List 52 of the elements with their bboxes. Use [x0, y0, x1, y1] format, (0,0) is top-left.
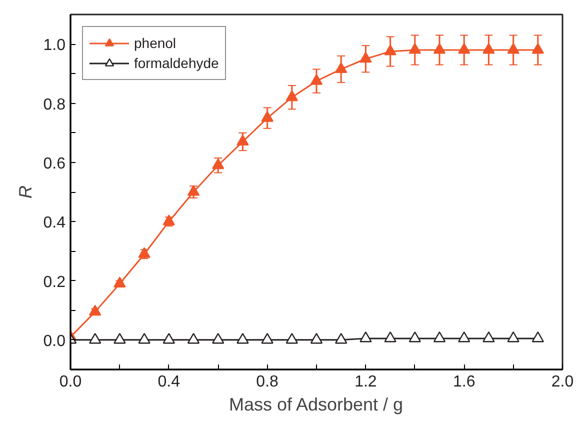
y-tick-label: 0.6 [43, 155, 66, 172]
point [286, 332, 298, 344]
point [89, 332, 102, 344]
y-tick-label: 1.0 [43, 37, 66, 54]
x-tick-label: 0.4 [158, 374, 180, 390]
point [384, 44, 396, 56]
x-tick-label: 1.2 [354, 374, 377, 390]
point [384, 331, 396, 342]
x-tick-label: 2.0 [551, 374, 574, 390]
point [408, 331, 421, 342]
point [310, 74, 323, 85]
point [360, 331, 372, 342]
x-tick-label: 1.6 [452, 374, 476, 390]
point [532, 331, 544, 342]
y-tick-label: 0.8 [43, 96, 66, 114]
point [335, 332, 348, 344]
point [114, 332, 126, 344]
point [212, 158, 224, 170]
point [482, 43, 495, 54]
point [236, 332, 249, 344]
legend-label: phenol [134, 35, 176, 51]
point [408, 43, 421, 54]
point [286, 90, 298, 102]
legend-label: formaldehyde [134, 55, 219, 71]
x-axis-title: Mass of Adsorbent / g [228, 394, 404, 414]
point [310, 332, 323, 344]
point [458, 43, 470, 54]
y-tick-label: 0.2 [43, 274, 66, 291]
point [532, 43, 544, 54]
y-tick-label: 0.4 [43, 214, 66, 232]
point [335, 62, 348, 74]
point [236, 134, 249, 146]
point [433, 331, 446, 342]
point [261, 332, 274, 344]
y-axis-title: R [15, 186, 36, 198]
x-tick-label: 0.8 [256, 374, 279, 390]
x-tick-label: 0.0 [59, 374, 82, 390]
point [433, 43, 446, 54]
point [212, 332, 224, 344]
point [162, 332, 175, 344]
point [360, 52, 372, 63]
point [507, 43, 520, 54]
point [187, 185, 200, 196]
point [261, 111, 274, 122]
y-tick-label: 0.0 [43, 332, 66, 350]
point [482, 331, 495, 342]
point [507, 331, 520, 342]
point [138, 332, 150, 344]
point [187, 332, 200, 344]
point [89, 304, 102, 316]
point [458, 331, 470, 342]
point [114, 276, 126, 288]
